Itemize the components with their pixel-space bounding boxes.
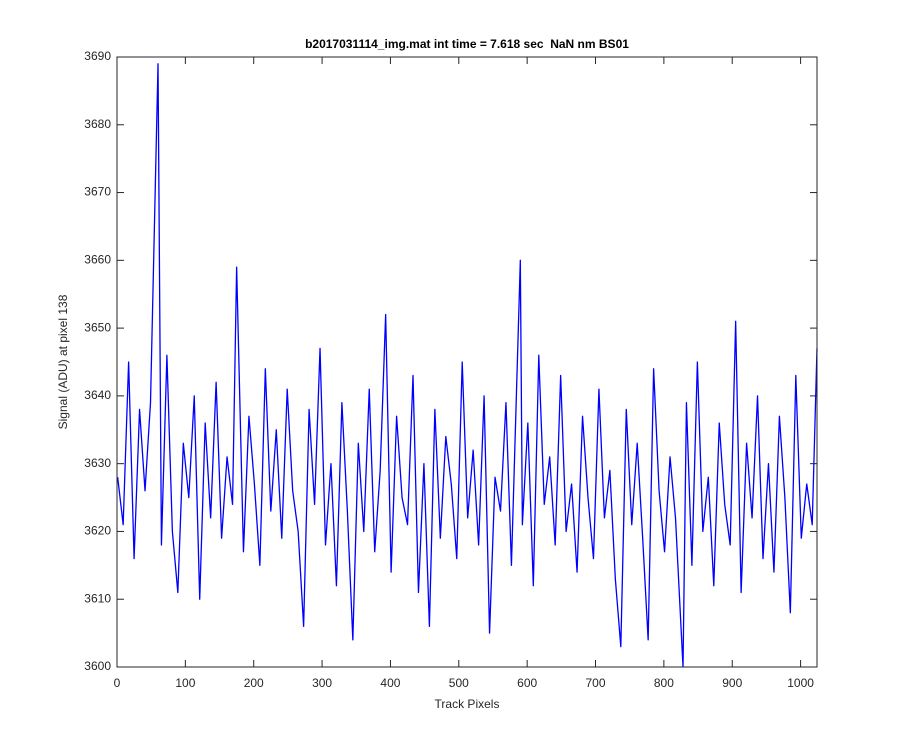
x-tick-label: 300 — [312, 676, 332, 690]
x-tick-label: 600 — [517, 676, 537, 690]
y-axis-label: Signal (ADU) at pixel 138 — [56, 294, 70, 429]
x-tick-label: 400 — [380, 676, 400, 690]
x-tick-label: 200 — [244, 676, 264, 690]
x-tick-label: 700 — [586, 676, 606, 690]
y-tick-label: 3610 — [84, 591, 111, 605]
y-tick-label: 3630 — [84, 456, 111, 470]
x-tick-label: 900 — [722, 676, 742, 690]
x-tick-label: 800 — [654, 676, 674, 690]
y-tick-label: 3690 — [84, 49, 111, 63]
y-tick-label: 3680 — [84, 117, 111, 131]
data-line — [117, 63, 818, 668]
x-tick-label: 500 — [449, 676, 469, 690]
x-tick-label: 1000 — [787, 676, 814, 690]
x-tick-label: 0 — [114, 676, 121, 690]
x-axis-label: Track Pixels — [435, 697, 500, 711]
chart-title: b2017031114_img.mat int time = 7.618 sec… — [305, 37, 629, 51]
y-tick-label: 3650 — [84, 320, 111, 334]
y-tick-label: 3600 — [84, 659, 111, 673]
x-tick-label: 100 — [175, 676, 195, 690]
y-tick-label: 3670 — [84, 185, 111, 199]
y-tick-label: 3620 — [84, 524, 111, 538]
plot-frame — [116, 56, 818, 668]
y-tick-label: 3660 — [84, 253, 111, 267]
y-tick-label: 3640 — [84, 388, 111, 402]
